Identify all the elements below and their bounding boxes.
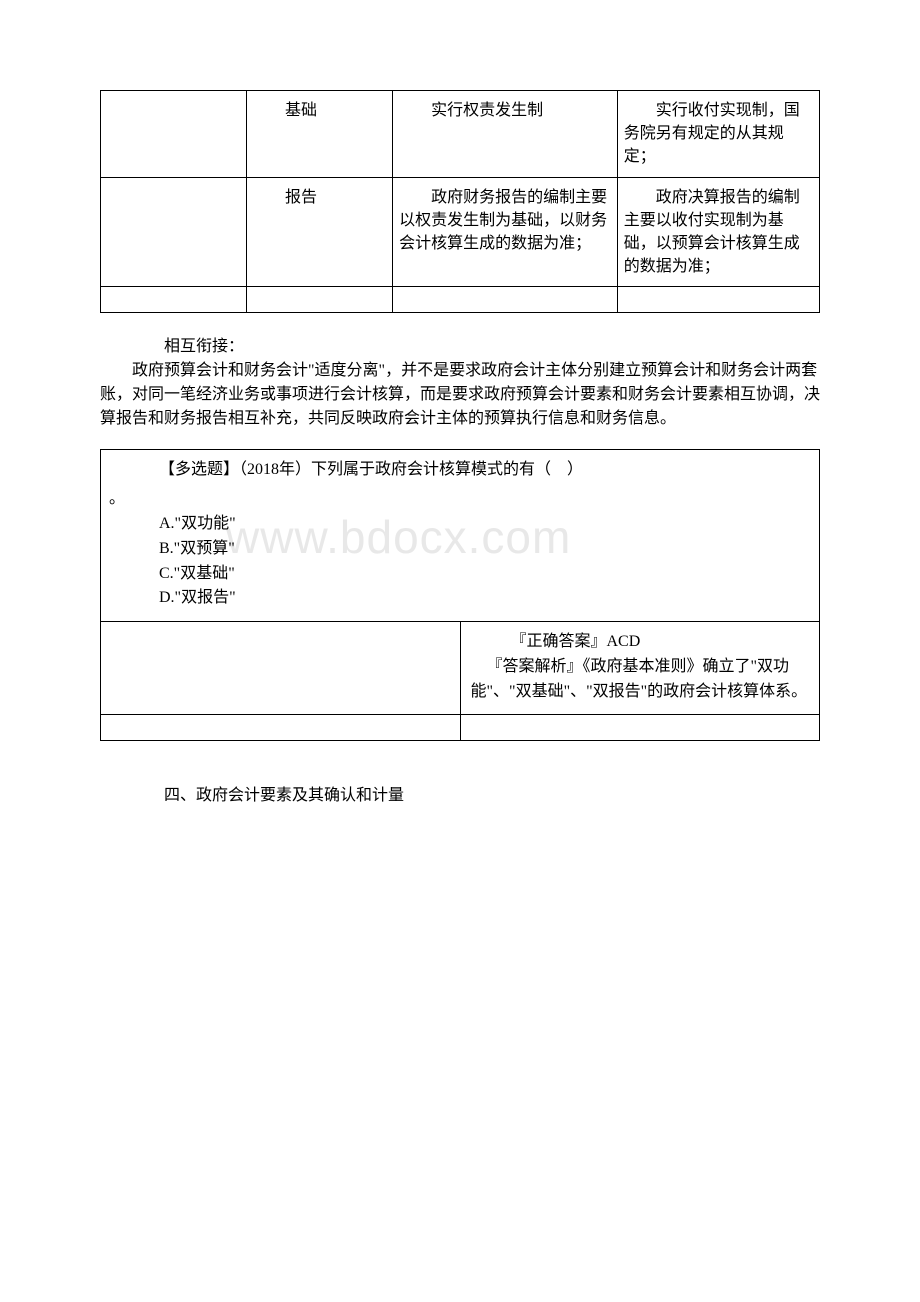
- cell-empty: [247, 287, 393, 313]
- cell-empty: [460, 715, 820, 741]
- question-row: 【多选题】（2018年）下列属于政府会计核算模式的有（ ） 。 www.bdoc…: [101, 450, 820, 622]
- option-d: D."双报告": [159, 586, 809, 611]
- paragraph-linkage: 相互衔接： 政府预算会计和财务会计"适度分离"，并不是要求政府会计主体分别建立预…: [100, 335, 820, 431]
- paragraph-body: 政府预算会计和财务会计"适度分离"，并不是要求政府会计主体分别建立预算会计和财务…: [100, 359, 820, 431]
- option-c: C."双基础": [159, 562, 809, 587]
- question-table: 【多选题】（2018年）下列属于政府会计核算模式的有（ ） 。 www.bdoc…: [100, 449, 820, 741]
- cell-empty: [101, 715, 461, 741]
- table-row-empty: [101, 715, 820, 741]
- cell-blank: [101, 91, 247, 178]
- section-heading: 四、政府会计要素及其确认和计量: [100, 781, 820, 805]
- cell-row-label: 报告: [247, 177, 393, 287]
- options-block: www.bdocx.com A."双功能" B."双预算" C."双基础" D.…: [111, 512, 809, 611]
- cell-row-label: 基础: [247, 91, 393, 178]
- accounting-basis-table: 基础 实行权责发生制 实行收付实现制，国务院另有规定的从其规定； 报告 政府财务…: [100, 90, 820, 313]
- answer-row: 『正确答案』ACD 『答案解析』《政府基本准则》确立了"双功能"、"双基础"、"…: [101, 622, 820, 715]
- question-cell: 【多选题】（2018年）下列属于政府会计核算模式的有（ ） 。 www.bdoc…: [101, 450, 820, 622]
- table-row-empty: [101, 287, 820, 313]
- option-b: B."双预算": [159, 537, 809, 562]
- option-a: A."双功能": [159, 512, 809, 537]
- cell-empty: [617, 287, 819, 313]
- stray-punct: 。: [109, 487, 809, 512]
- answer-explanation: 『答案解析』《政府基本准则》确立了"双功能"、"双基础"、"双报告"的政府会计核…: [471, 655, 810, 705]
- answer-correct: 『正确答案』ACD: [471, 630, 810, 655]
- paragraph-heading: 相互衔接：: [100, 335, 820, 359]
- answer-cell: 『正确答案』ACD 『答案解析』《政府基本准则》确立了"双功能"、"双基础"、"…: [460, 622, 820, 715]
- cell-empty: [101, 287, 247, 313]
- cell-financial-basis: 实行权责发生制: [393, 91, 618, 178]
- table-row: 报告 政府财务报告的编制主要以权责发生制为基础，以财务会计核算生成的数据为准； …: [101, 177, 820, 287]
- cell-financial-report: 政府财务报告的编制主要以权责发生制为基础，以财务会计核算生成的数据为准；: [393, 177, 618, 287]
- table-row: 基础 实行权责发生制 实行收付实现制，国务院另有规定的从其规定；: [101, 91, 820, 178]
- cell-blank: [101, 177, 247, 287]
- cell-empty: [393, 287, 618, 313]
- question-title: 【多选题】（2018年）下列属于政府会计核算模式的有（ ）: [111, 458, 809, 483]
- cell-budget-report: 政府决算报告的编制主要以收付实现制为基础，以预算会计核算生成的数据为准；: [617, 177, 819, 287]
- answer-empty-cell: [101, 622, 461, 715]
- cell-budget-basis: 实行收付实现制，国务院另有规定的从其规定；: [617, 91, 819, 178]
